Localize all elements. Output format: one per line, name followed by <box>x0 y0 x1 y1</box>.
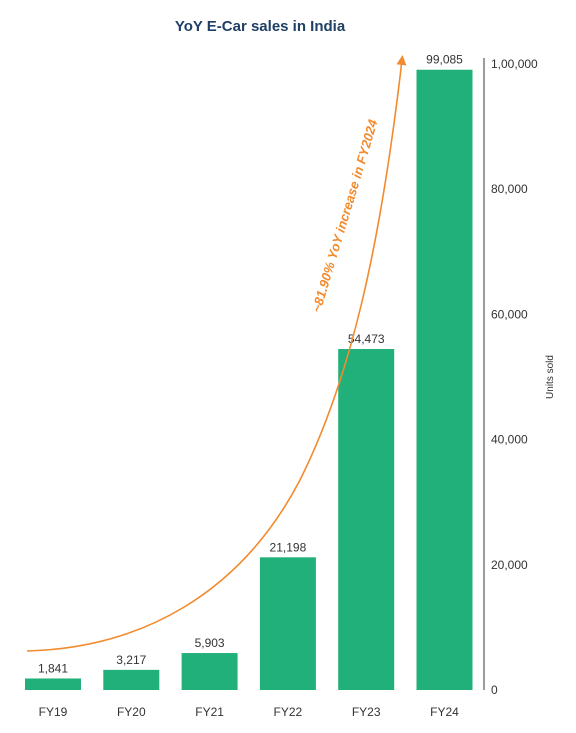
y-tick-label: 20,000 <box>491 558 528 572</box>
category-label-fy23: FY23 <box>352 705 381 719</box>
category-labels-layer: FY19 FY20 FY21 FY22 FY23 FY24 <box>39 705 460 719</box>
bar-fy19 <box>25 678 81 690</box>
y-tick-label: 60,000 <box>491 307 528 321</box>
trend-annotation: ~81.90% YoY increase in FY2024 <box>309 117 381 314</box>
category-label-fy24: FY24 <box>430 705 459 719</box>
bar-fy23 <box>338 348 395 690</box>
data-label-fy19: 1,841 <box>38 661 68 675</box>
category-label-fy19: FY19 <box>39 705 68 719</box>
chart-title: YoY E-Car sales in India <box>175 18 346 35</box>
data-label-fy23: 54,473 <box>348 332 385 346</box>
bars-layer <box>25 69 473 690</box>
y-tick-label: 40,000 <box>491 433 528 447</box>
category-label-fy21: FY21 <box>195 705 224 719</box>
category-label-fy22: FY22 <box>274 705 303 719</box>
y-tick-label: 0 <box>491 683 498 697</box>
y-tick-label: 80,000 <box>491 182 528 196</box>
value-labels-layer: 1,841 3,217 5,903 21,198 54,473 99,085 <box>38 53 463 676</box>
bar-fy21 <box>181 653 238 690</box>
category-label-fy20: FY20 <box>117 705 146 719</box>
data-label-fy22: 21,198 <box>270 540 307 554</box>
data-label-fy20: 3,217 <box>116 653 146 667</box>
bar-fy22 <box>259 557 316 690</box>
data-label-fy21: 5,903 <box>195 636 225 650</box>
bar-fy20 <box>103 669 160 690</box>
bar-fy24 <box>416 69 473 690</box>
y-tick-label: 1,00,000 <box>491 57 538 71</box>
y-ticks-layer: 0 20,000 40,000 60,000 80,000 1,00,000 <box>491 57 538 697</box>
data-label-fy24: 99,085 <box>426 53 463 67</box>
y-axis-title: Units sold <box>545 355 556 399</box>
trend-arrow <box>26 55 407 652</box>
